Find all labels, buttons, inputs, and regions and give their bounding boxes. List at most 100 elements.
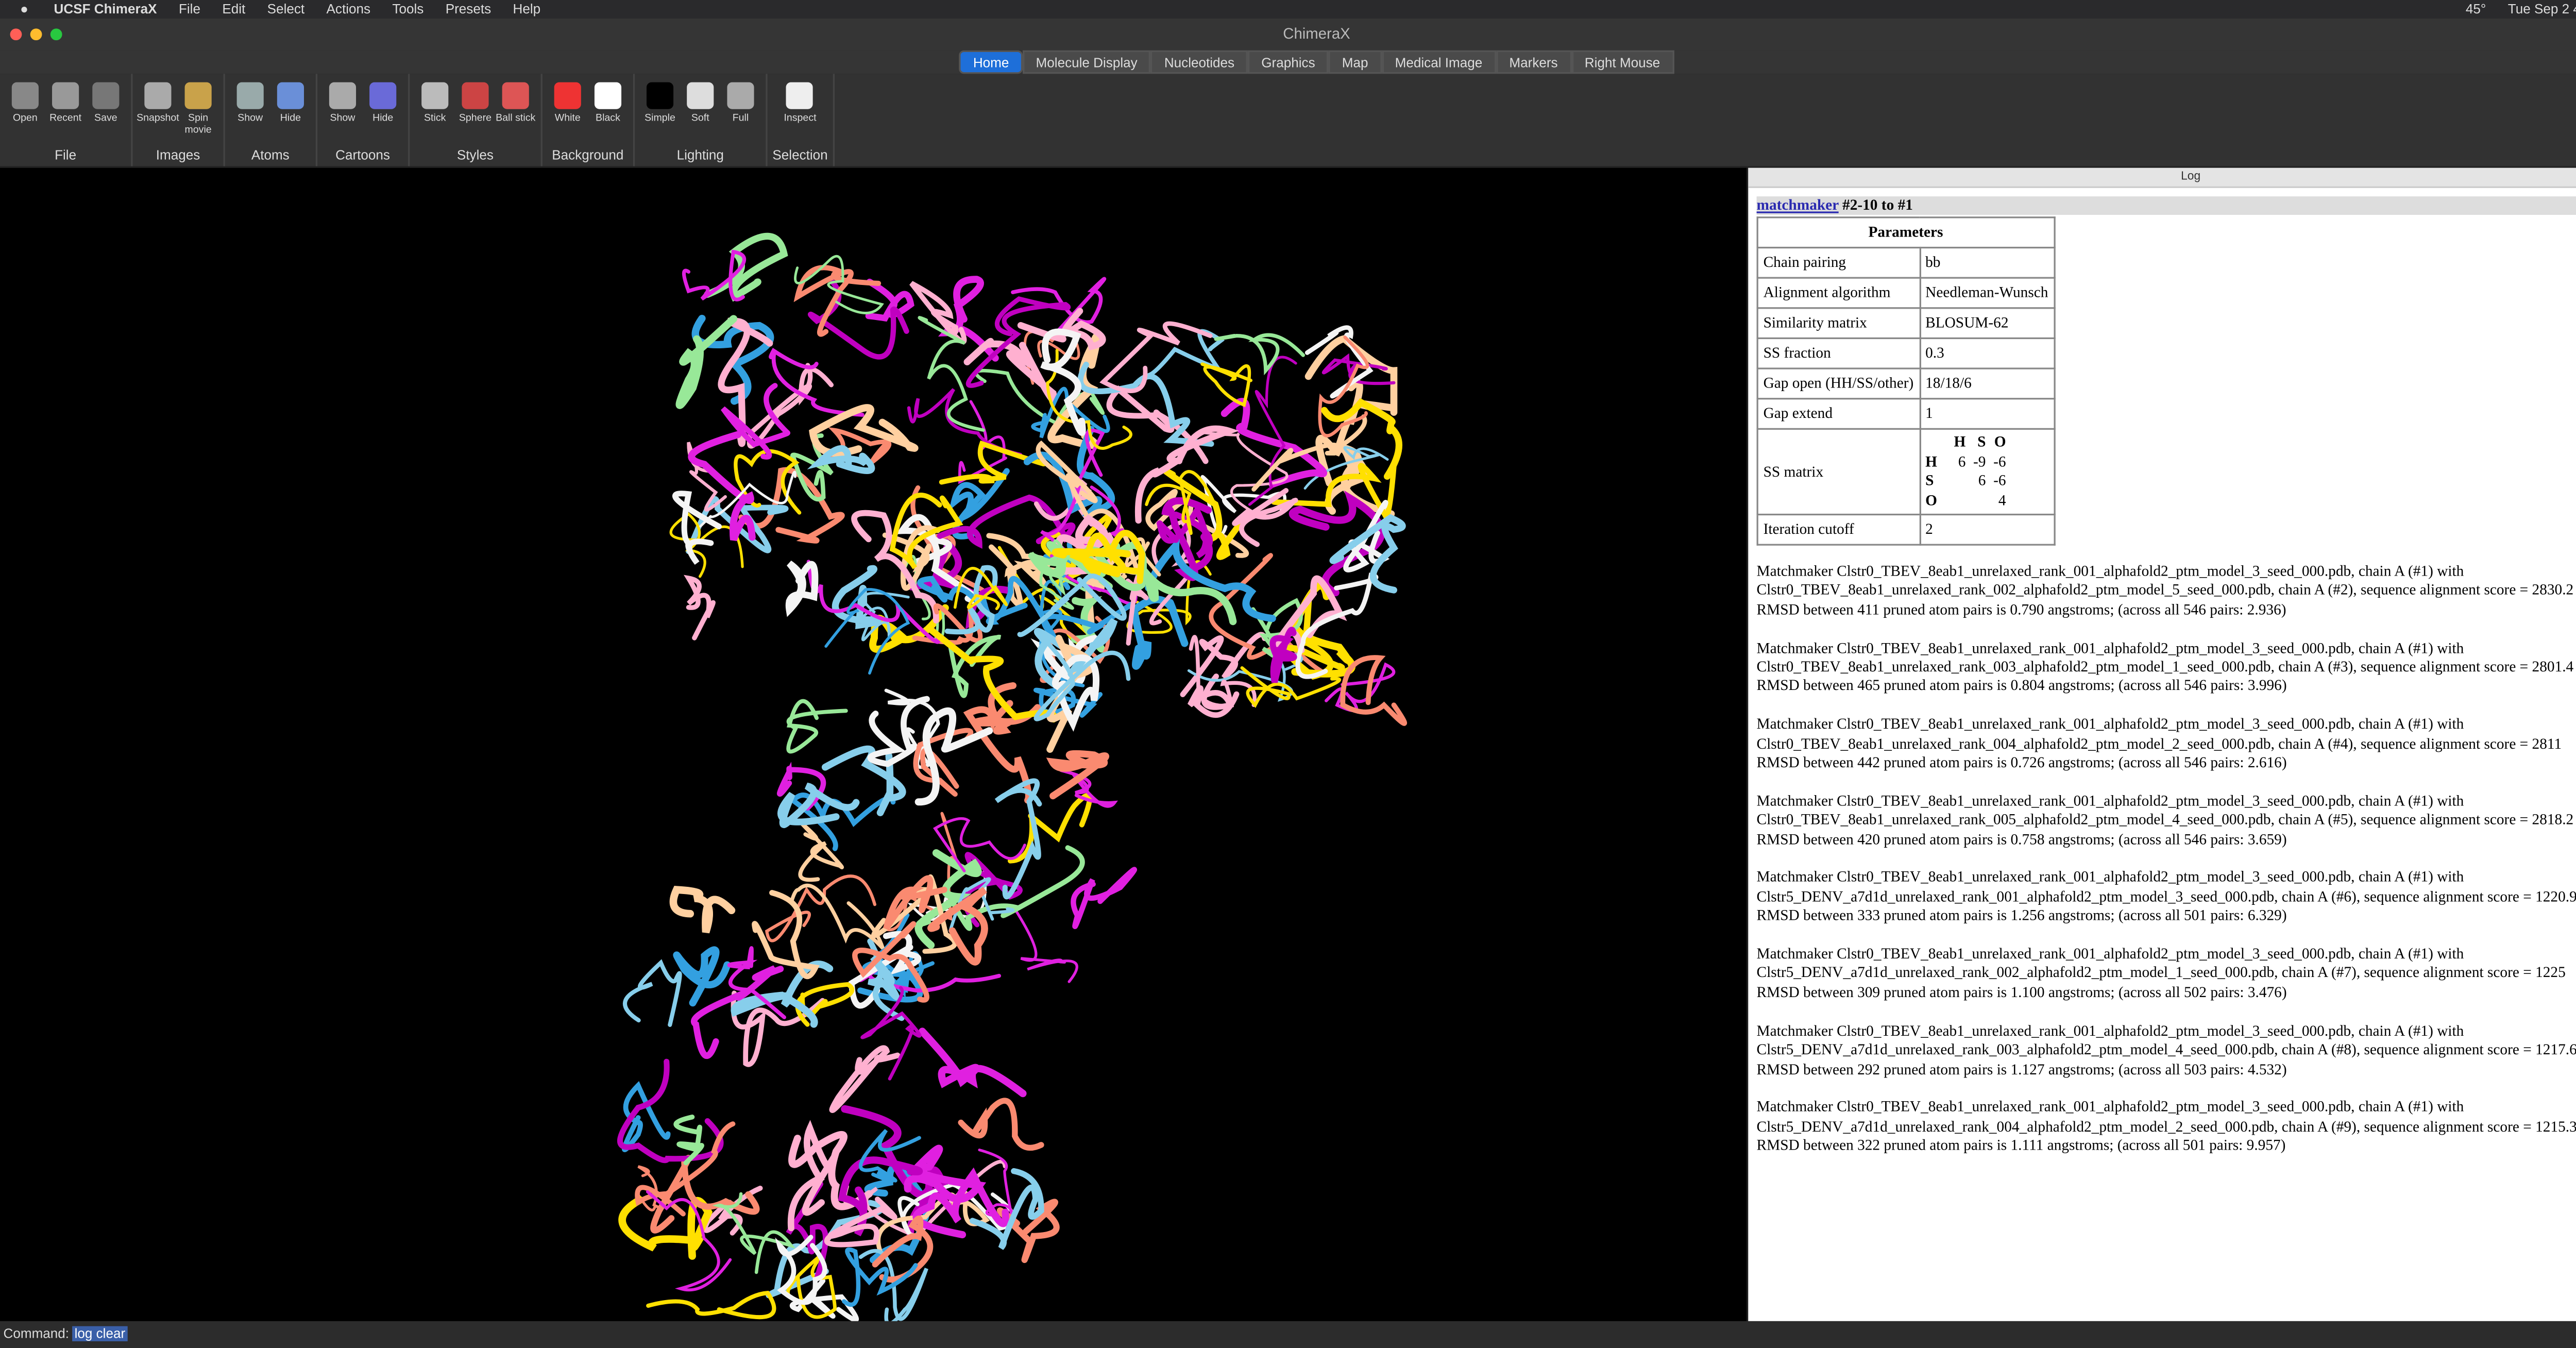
match-line: Matchmaker Clstr0_TBEV_8eab1_unrelaxed_r…	[1756, 715, 2562, 752]
protein-ribbon	[867, 938, 905, 1021]
protein-ribbon	[907, 388, 1023, 457]
apple-menu[interactable]: ●	[20, 2, 28, 17]
protein-ribbon	[777, 782, 860, 829]
protein-ribbon	[919, 1027, 1027, 1098]
protein-ribbon	[1077, 361, 1214, 447]
menu-item[interactable]: Actions	[326, 2, 371, 17]
menu-item[interactable]: Edit	[222, 2, 246, 17]
toolbar-button[interactable]: Hide	[363, 74, 403, 147]
parameter-value: 1	[1919, 398, 2055, 431]
toolbar-button[interactable]: Soft	[680, 74, 720, 147]
protein-ribbon	[927, 886, 988, 966]
button-icon	[329, 82, 357, 109]
toolbar-button[interactable]: Open	[5, 74, 45, 147]
toolbar-button[interactable]: Spin movie	[178, 74, 218, 147]
protein-ribbon	[684, 575, 716, 641]
rmsd-line: RMSD between 420 pruned atom pairs is 0.…	[1756, 830, 2287, 848]
matrix-row-label: H	[1925, 452, 1937, 470]
protein-ribbon	[795, 982, 855, 1027]
toolbar-button[interactable]: Simple	[640, 74, 680, 147]
toolbar-button[interactable]: Sphere	[455, 74, 495, 147]
log-title: Log	[1748, 167, 2576, 188]
menu-item[interactable]: Presets	[445, 2, 492, 17]
protein-ribbon	[1232, 488, 1298, 547]
match-line: Matchmaker Clstr0_TBEV_8eab1_unrelaxed_r…	[1756, 945, 2566, 982]
button-row: Inspect	[780, 74, 820, 147]
log-body: matchmaker #2-10 to #1 Parameters Chain pa…	[1748, 188, 2576, 1184]
table-row: SS matrix H S O H 6 -9 -6 S 6 -6 O 4	[1756, 429, 2055, 516]
tab[interactable]: Right Mouse	[1571, 50, 1674, 74]
log-entry: Matchmaker Clstr0_TBEV_8eab1_unrelaxed_r…	[1757, 1022, 2576, 1079]
button-icon	[462, 82, 489, 109]
menu-item[interactable]: Help	[513, 2, 541, 17]
minimize-button[interactable]	[30, 28, 42, 41]
protein-ribbon	[673, 1115, 704, 1166]
table-row: Gap open (HH/SS/other) 18/18/6	[1756, 368, 2055, 400]
app-menu[interactable]: UCSF ChimeraX	[54, 2, 157, 17]
protein-ribbon	[1146, 329, 1225, 377]
group-label: Background	[552, 147, 624, 163]
menu-item[interactable]: Tools	[392, 2, 424, 17]
tab[interactable]: Molecule Display	[1022, 50, 1151, 74]
protein-ribbon	[958, 1098, 1044, 1151]
tab[interactable]: Map	[1328, 50, 1382, 74]
match-line: Matchmaker Clstr0_TBEV_8eab1_unrelaxed_r…	[1756, 562, 2574, 599]
toolbar-group: Show Hide Atoms	[225, 74, 318, 166]
toolbar-button[interactable]: Show	[323, 74, 363, 147]
matrix-cell: 4	[1998, 491, 2006, 508]
protein-ribbon	[1007, 793, 1092, 864]
protein-ribbon	[918, 316, 985, 432]
protein-ribbon	[1214, 333, 1306, 376]
protein-ribbon	[1033, 687, 1103, 718]
protein-ribbon	[1304, 325, 1374, 399]
protein-ribbon	[1321, 398, 1402, 480]
toolbar-button[interactable]: Snapshot	[137, 74, 179, 147]
toolbar: Open Recent Save File Snapshot Spin movie Imag…	[0, 74, 2576, 168]
log-panel: Log matchmaker #2-10 to #1 Parameters Chai…	[1748, 167, 2576, 1321]
protein-ribbon	[1340, 655, 1408, 726]
toolbar-button[interactable]: Ball stick	[496, 74, 536, 147]
protein-ribbon	[699, 470, 796, 528]
toolbar-button[interactable]: Show	[230, 74, 270, 147]
protein-ribbon	[794, 255, 884, 314]
protein-ribbon	[939, 440, 1046, 485]
tab[interactable]: Graphics	[1248, 50, 1329, 74]
parameter-value: 18/18/6	[1919, 368, 2055, 400]
toolbar-button[interactable]: Stick	[415, 74, 455, 147]
protein-ribbon	[675, 315, 738, 409]
molecule-viewport[interactable]	[0, 167, 1747, 1321]
protein-ribbon	[963, 338, 1058, 404]
menu-item[interactable]: File	[178, 2, 200, 17]
protein-ribbon	[912, 603, 983, 645]
toolbar-button[interactable]: Black	[588, 74, 628, 147]
protein-ribbon	[788, 1131, 873, 1210]
zoom-button[interactable]	[50, 28, 62, 41]
tab[interactable]: Medical Image	[1381, 50, 1496, 74]
log-entry: Matchmaker Clstr0_TBEV_8eab1_unrelaxed_r…	[1757, 1099, 2576, 1156]
group-label: Styles	[456, 147, 494, 163]
table-row: Iteration cutoff 2	[1756, 513, 2055, 546]
toolbar-button[interactable]: Recent	[45, 74, 86, 147]
window-title: ChimeraX	[1283, 25, 1350, 42]
button-icon	[646, 82, 674, 109]
protein-ribbon	[848, 931, 922, 1009]
command-input[interactable]: log clear	[73, 1326, 127, 1341]
menu-item[interactable]: Select	[267, 2, 305, 17]
toolbar-button[interactable]: Full	[720, 74, 760, 147]
button-icon	[277, 82, 304, 109]
tab[interactable]: Home	[959, 50, 1023, 74]
tab[interactable]: Nucleotides	[1150, 50, 1248, 74]
tab[interactable]: Markers	[1496, 50, 1571, 74]
parameter-value: BLOSUM-62	[1919, 308, 2055, 340]
protein-ribbon	[1059, 768, 1118, 808]
matrix-corner	[1925, 434, 1945, 453]
toolbar-button[interactable]: Save	[86, 74, 126, 147]
parameter-value: Needleman-Wunsch	[1919, 277, 2055, 310]
protein-ribbon	[617, 1058, 724, 1164]
close-button[interactable]	[10, 28, 22, 41]
protein-ribbon	[1145, 470, 1220, 535]
command-link[interactable]: matchmaker	[1756, 196, 1839, 213]
toolbar-button[interactable]: Inspect	[780, 74, 820, 147]
toolbar-button[interactable]: Hide	[270, 74, 311, 147]
toolbar-button[interactable]: White	[548, 74, 588, 147]
